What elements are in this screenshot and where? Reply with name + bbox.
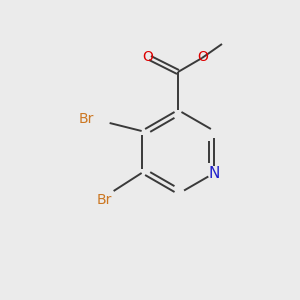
Text: N: N — [209, 166, 220, 181]
Text: Br: Br — [78, 112, 94, 126]
Text: Br: Br — [96, 193, 112, 207]
Text: O: O — [142, 50, 153, 64]
Text: O: O — [198, 50, 208, 64]
